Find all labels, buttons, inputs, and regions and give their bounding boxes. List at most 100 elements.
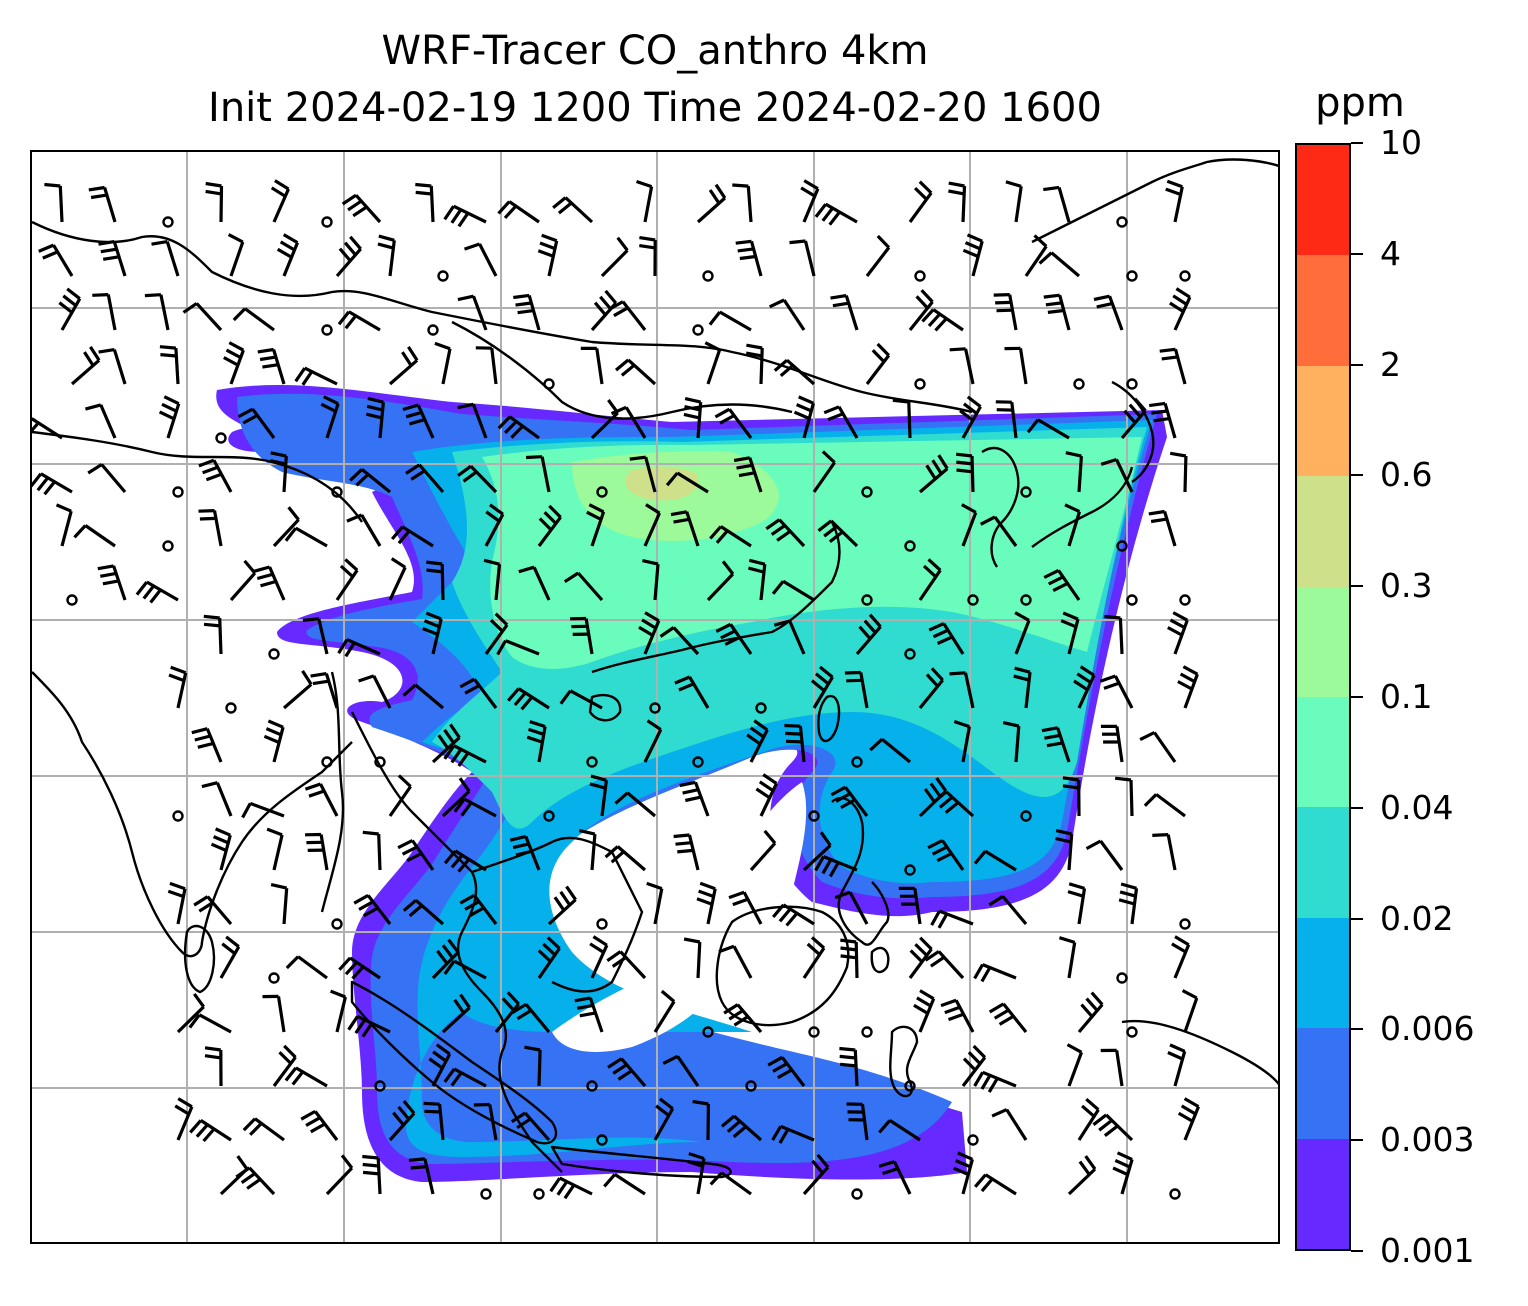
wind-barb-flag xyxy=(459,893,476,905)
coastline-segment xyxy=(183,924,216,994)
wind-barb-flag xyxy=(270,186,287,198)
wind-barb-staff xyxy=(100,463,127,494)
wind-barb xyxy=(908,180,933,223)
wind-barb-flag xyxy=(300,1110,316,1121)
wind-barb-flag xyxy=(1161,355,1178,361)
wind-barb-staff xyxy=(469,465,498,494)
wind-barb-flag xyxy=(1043,185,1060,192)
wind-barb-flag xyxy=(835,792,851,803)
wind-barb-flag xyxy=(980,966,992,983)
wind-barb-flag xyxy=(709,1171,723,1186)
wind-barb-flag xyxy=(443,849,457,865)
wind-barb-staff xyxy=(376,1157,382,1195)
wind-barb-flag xyxy=(463,242,481,251)
wind-barb xyxy=(1065,451,1083,493)
wind-barb xyxy=(720,1114,763,1142)
wind-barb-staff xyxy=(282,455,288,493)
wind-barb-flag xyxy=(998,1014,1015,1026)
wind-barb-flag xyxy=(814,672,830,686)
wind-barb-flag xyxy=(191,727,208,735)
wind-barb xyxy=(603,1173,646,1196)
wind-barb-staff xyxy=(219,945,241,979)
wind-barb-flag xyxy=(606,950,622,963)
wind-barb-flag xyxy=(1175,287,1191,299)
wind-barb-staff xyxy=(146,580,179,602)
wind-barb xyxy=(58,287,82,331)
wind-barb xyxy=(839,1046,859,1087)
wind-barbs xyxy=(32,179,1200,1200)
wind-barb-staff xyxy=(244,307,275,332)
wind-barb-flag xyxy=(919,989,935,1001)
wind-barb-flag xyxy=(920,289,934,303)
wind-barb-flag xyxy=(1182,665,1199,676)
wind-barb-staff xyxy=(798,726,806,763)
calm-wind-circle xyxy=(1169,1188,1181,1200)
wind-barb-flag xyxy=(443,205,455,221)
wind-barb-staff xyxy=(1001,895,1028,926)
wind-barb-flag xyxy=(135,581,149,596)
wind-barb xyxy=(263,719,285,763)
wind-barb xyxy=(589,935,609,979)
wind-barb-flag xyxy=(339,564,354,578)
wind-barb-flag xyxy=(961,503,977,514)
wind-barb-staff xyxy=(490,348,498,385)
wind-barb-flag xyxy=(242,413,259,425)
wind-barb-staff xyxy=(198,1013,232,1034)
wind-barb-flag xyxy=(1062,776,1079,782)
wind-barb xyxy=(563,571,604,602)
wind-barb-flag xyxy=(957,1151,974,1161)
wind-barb-flag xyxy=(988,895,1004,907)
wind-barb-flag xyxy=(814,203,827,218)
wind-barb-flag xyxy=(278,1051,292,1065)
wind-barb xyxy=(241,801,285,819)
wind-barb-staff xyxy=(780,1056,806,1087)
wind-barb-staff xyxy=(643,620,661,655)
wind-barb-flag xyxy=(844,670,861,675)
wind-barb xyxy=(223,341,245,385)
wind-barb-flag xyxy=(1076,672,1092,684)
wind-barb xyxy=(1064,503,1082,547)
wind-barb-staff xyxy=(388,785,412,817)
wind-barb-flag xyxy=(443,960,456,975)
wind-barb-flag xyxy=(443,744,456,760)
wind-barb-flag xyxy=(1104,614,1121,620)
wind-barb-flag xyxy=(312,679,329,686)
wind-barb xyxy=(198,509,223,547)
wind-barb-flag xyxy=(789,239,806,245)
calm-wind-circle xyxy=(755,702,767,714)
wind-barb-flag xyxy=(795,403,812,413)
wind-barb-flag xyxy=(270,883,288,890)
wind-barb xyxy=(97,564,127,601)
wind-barb-flag xyxy=(469,906,485,918)
wind-barb-flag xyxy=(678,682,695,692)
wind-barb-staff xyxy=(569,689,603,710)
calm-wind-circle xyxy=(1179,918,1191,930)
wind-barb-staff xyxy=(782,903,815,926)
wind-barb-flag xyxy=(228,341,245,352)
wind-barb-flag xyxy=(337,638,349,655)
wind-barb-flag xyxy=(745,351,763,358)
wind-barb-flag xyxy=(1047,308,1064,314)
wind-barb xyxy=(715,622,753,655)
wind-barb-staff xyxy=(174,348,180,385)
wind-barb-flag xyxy=(457,751,470,767)
wind-barb-flag xyxy=(355,473,370,487)
wind-barb-flag xyxy=(803,179,819,191)
plume-gap xyxy=(722,782,807,945)
wind-barb-flag xyxy=(1118,898,1135,906)
wind-barb-flag xyxy=(639,236,656,242)
wind-barb xyxy=(1060,611,1080,655)
wind-barb-flag xyxy=(225,935,240,948)
wind-barb-staff xyxy=(272,726,285,763)
wind-barb-flag xyxy=(593,301,607,316)
wind-barb-flag xyxy=(684,397,702,404)
wind-barb-staff xyxy=(1058,294,1071,331)
wind-barb xyxy=(32,417,63,440)
wind-barb xyxy=(229,559,257,602)
wind-barb-flag xyxy=(709,525,723,540)
wind-barb-flag xyxy=(1038,251,1053,265)
wind-barb-flag xyxy=(614,358,630,372)
wind-barb-staff xyxy=(954,999,975,1033)
wind-barb-flag xyxy=(102,255,120,261)
wind-barb xyxy=(578,829,597,871)
